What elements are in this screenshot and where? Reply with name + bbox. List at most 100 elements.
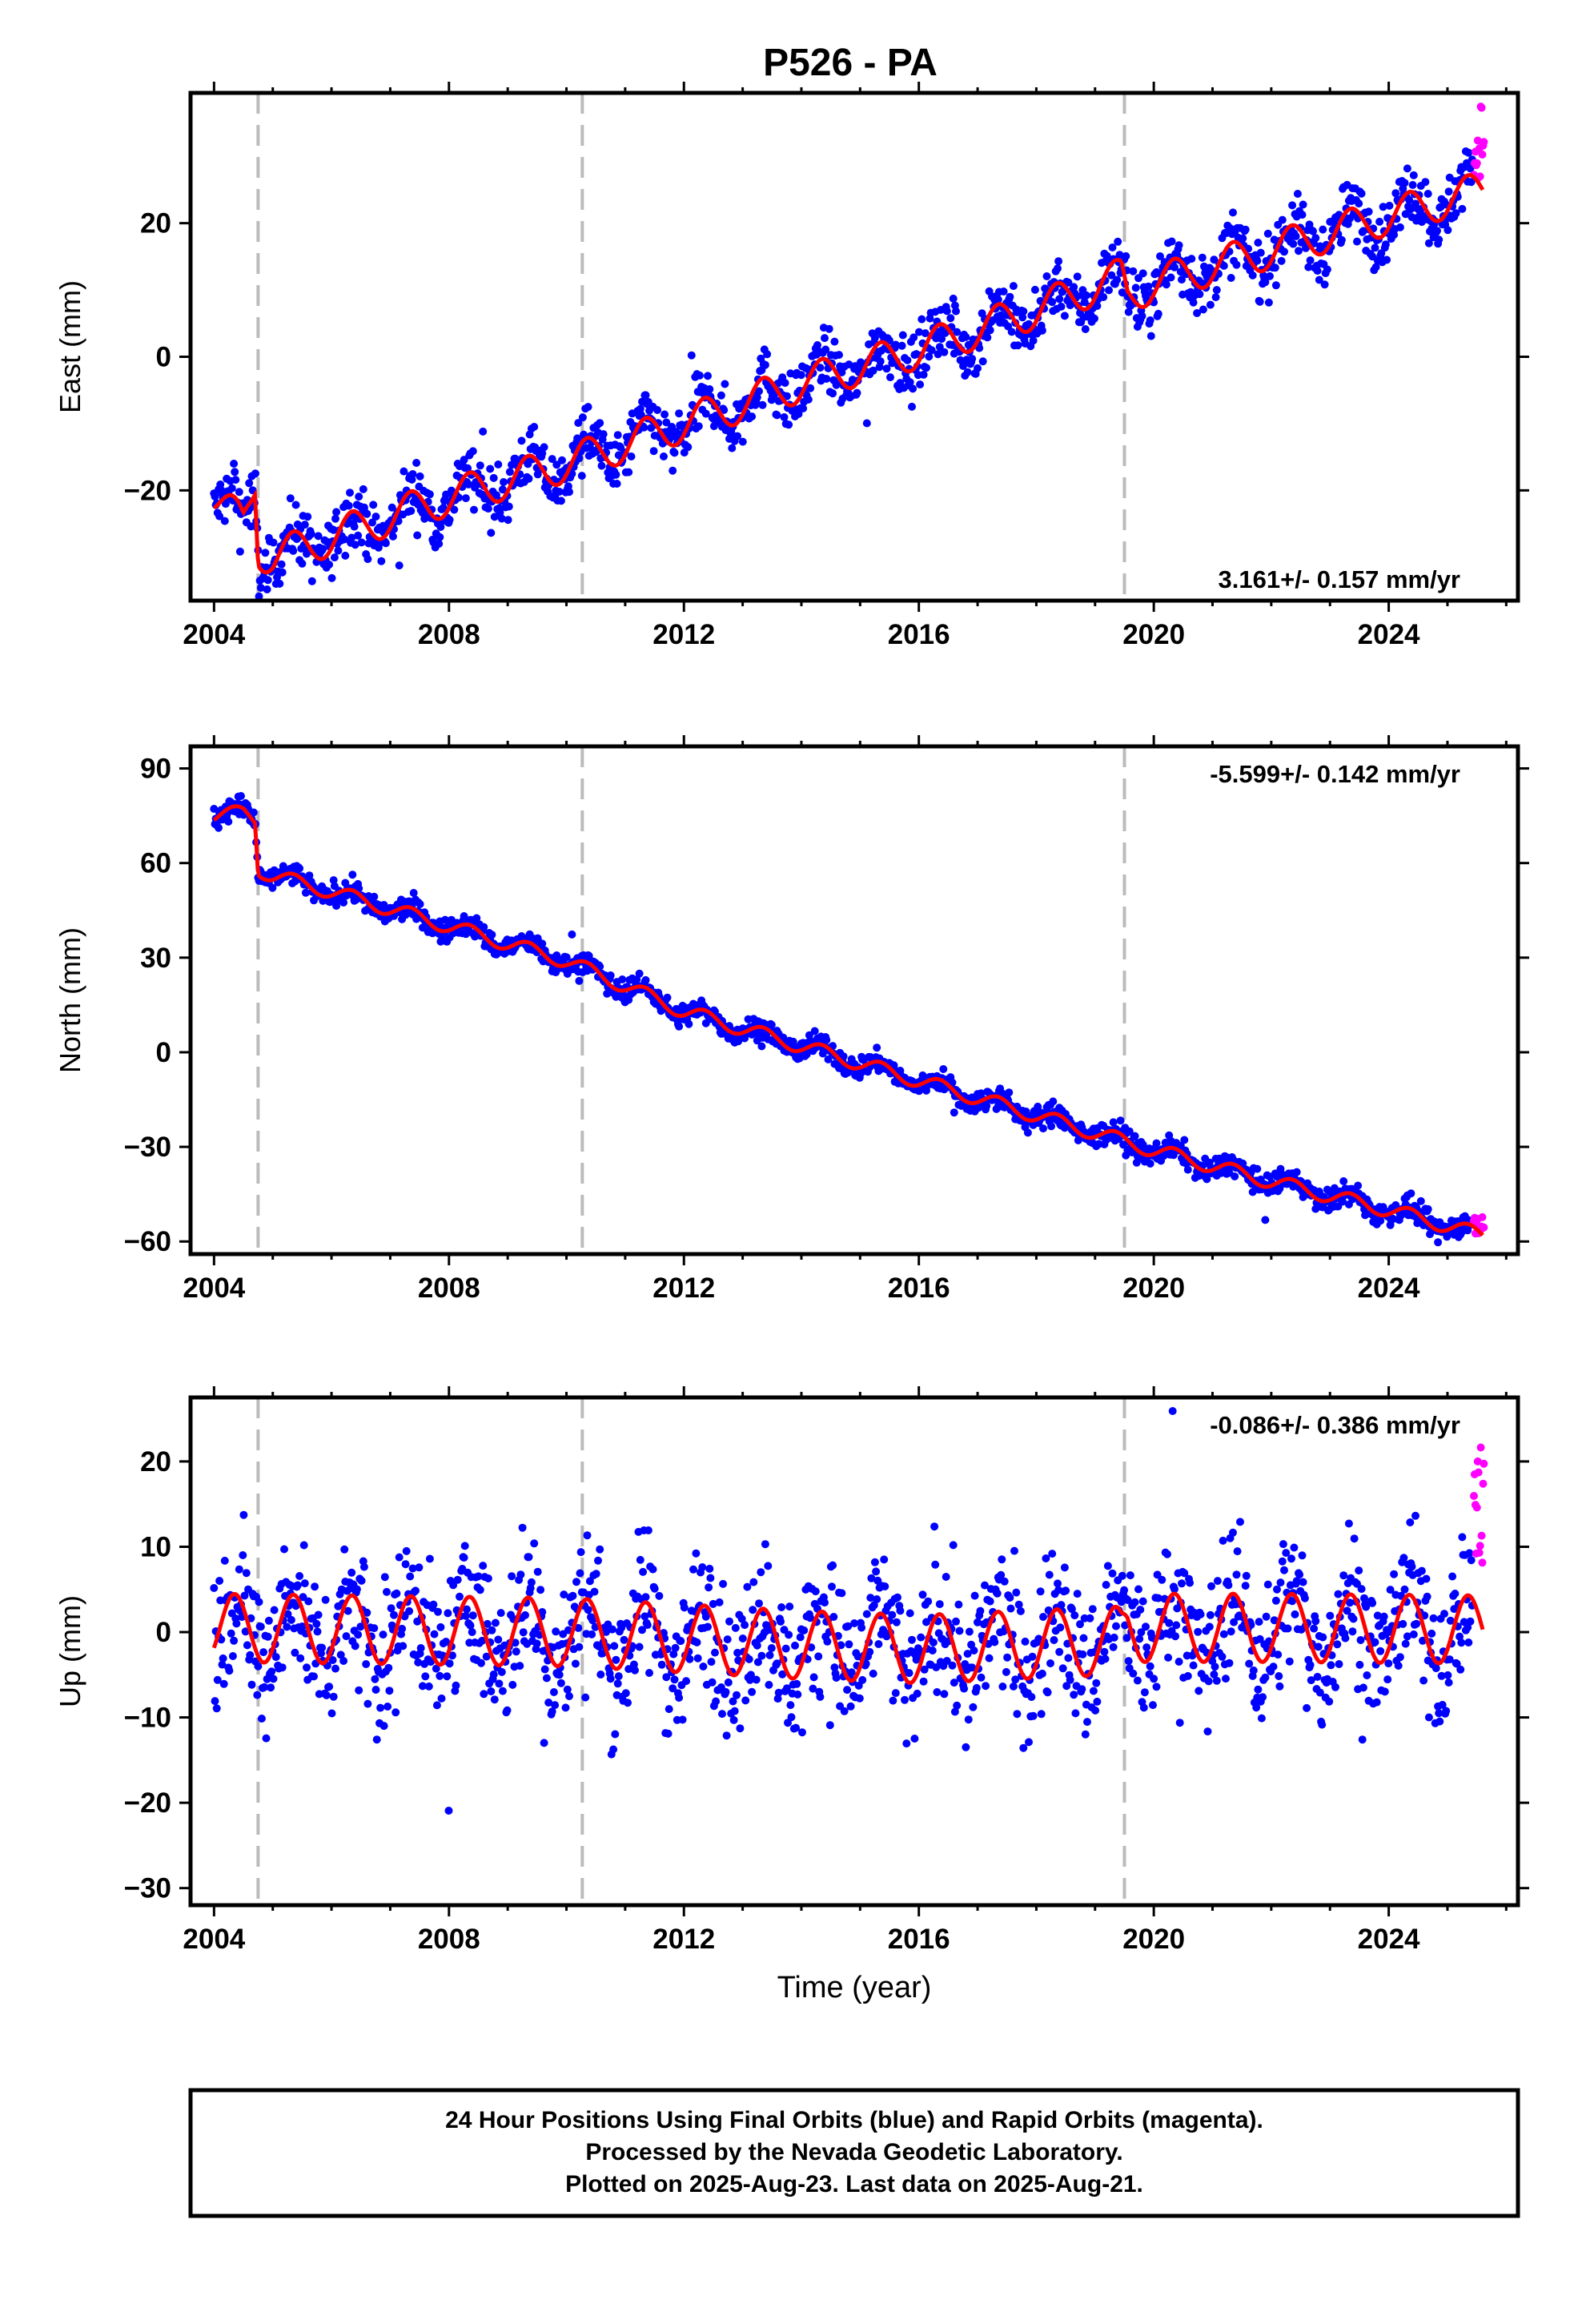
data-point (263, 576, 272, 585)
data-point (962, 1743, 970, 1751)
data-point (1291, 232, 1300, 240)
data-point (592, 1570, 600, 1578)
data-point (1102, 251, 1111, 260)
panel-north: 2004 2008 2012 2016 2020 2024 −60 −30 0 30 60 90 Nor… (54, 735, 1529, 1304)
data-point (1409, 1630, 1418, 1638)
data-point (1276, 1578, 1285, 1587)
data-point (753, 393, 761, 402)
data-point (1400, 1585, 1409, 1594)
data-point (891, 340, 900, 349)
data-point (1162, 280, 1170, 289)
data-point (370, 1624, 379, 1633)
data-point (636, 404, 644, 413)
data-point (573, 434, 582, 443)
data-point (881, 1582, 889, 1590)
data-point (1050, 1636, 1058, 1644)
data-point (1152, 1139, 1161, 1148)
data-point (919, 370, 928, 379)
data-point (1408, 181, 1417, 189)
data-point (336, 1651, 345, 1659)
data-point (558, 456, 566, 464)
data-point (764, 1562, 773, 1570)
data-point (1224, 1581, 1233, 1590)
data-point (516, 1662, 524, 1671)
data-point (227, 1629, 235, 1638)
data-point (585, 1577, 594, 1586)
data-point (408, 470, 417, 478)
data-point (483, 1619, 492, 1628)
data-point (415, 1563, 424, 1572)
data-point (1315, 1688, 1324, 1697)
data-point (1288, 201, 1297, 210)
data-point (1006, 1594, 1014, 1602)
data-point (718, 1710, 726, 1719)
data-point (954, 1600, 963, 1609)
data-point (575, 1642, 584, 1651)
data-point (606, 971, 615, 979)
data-point (1090, 314, 1098, 323)
data-point (538, 939, 547, 948)
data-point (748, 412, 757, 421)
data-point (283, 1610, 292, 1618)
data-point (1271, 1596, 1280, 1605)
data-point (1464, 1638, 1473, 1647)
data-point (445, 1659, 454, 1668)
data-point (805, 1031, 813, 1039)
data-point (1194, 1627, 1203, 1636)
data-point (920, 1665, 929, 1674)
data-point (1163, 1550, 1171, 1558)
data-point (644, 1526, 652, 1534)
data-point (1379, 1612, 1388, 1621)
data-point (825, 324, 833, 333)
data-point (1422, 1574, 1431, 1583)
data-point (1395, 1653, 1404, 1662)
data-point (390, 1610, 398, 1619)
data-point (530, 1539, 539, 1548)
data-point (280, 1545, 288, 1554)
data-point (1310, 1624, 1319, 1633)
data-point (278, 1663, 287, 1672)
data-point (221, 500, 230, 509)
data-point (1166, 273, 1175, 282)
data-point (669, 1650, 678, 1659)
data-point (480, 1690, 488, 1699)
data-point (1239, 1159, 1247, 1168)
data-point (1146, 1160, 1154, 1168)
data-point (948, 340, 957, 349)
data-point (343, 1606, 352, 1615)
data-point (661, 410, 669, 419)
x-tick-label: 2016 (888, 1273, 950, 1304)
data-point (1138, 312, 1146, 320)
data-point (1070, 283, 1078, 292)
data-point (578, 413, 587, 422)
data-point (307, 577, 316, 585)
data-point (910, 1735, 919, 1743)
data-point (1385, 201, 1394, 210)
data-point (829, 1613, 838, 1621)
data-point (491, 1618, 500, 1627)
data-point (1313, 267, 1322, 275)
data-point (650, 1584, 659, 1593)
data-point (232, 1619, 241, 1628)
data-point (1306, 256, 1315, 265)
data-point (379, 1630, 387, 1639)
data-point (1299, 1578, 1307, 1586)
data-point (1256, 248, 1265, 257)
data-point (1339, 1197, 1347, 1206)
data-point (354, 1630, 363, 1639)
data-point (1093, 1697, 1102, 1706)
data-point (1083, 1718, 1091, 1727)
data-point (1000, 1577, 1009, 1586)
data-point (797, 371, 805, 380)
data-point (379, 1722, 388, 1731)
data-point (242, 1569, 251, 1578)
data-point (355, 1686, 363, 1695)
data-point (1409, 171, 1418, 179)
data-point (436, 523, 445, 531)
data-point (799, 404, 808, 412)
data-point (298, 1622, 307, 1630)
rapid-point (1478, 1212, 1487, 1221)
data-point (627, 452, 636, 460)
data-point (603, 989, 612, 998)
data-point (383, 1587, 391, 1596)
